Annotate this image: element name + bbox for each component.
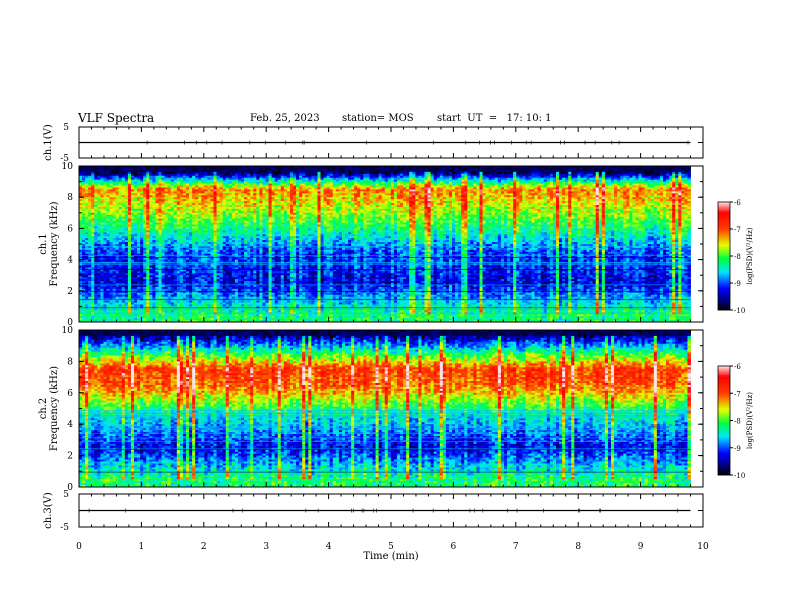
colorbar-label: log(PSD)(V²/Hz) bbox=[746, 392, 754, 449]
ytick-label: 6 bbox=[67, 389, 73, 399]
colorbar-tick-label: -8 bbox=[734, 253, 741, 261]
colorbar-label: log(PSD)(V²/Hz) bbox=[746, 227, 754, 284]
spectrogram-ch2 bbox=[79, 330, 691, 487]
xtick-label: 9 bbox=[638, 542, 644, 552]
ytick-label: 10 bbox=[62, 162, 74, 172]
colorbar-tick-label: -9 bbox=[734, 280, 741, 288]
ytick-label: -5 bbox=[60, 523, 69, 533]
colorbar-tick-label: -6 bbox=[734, 199, 741, 207]
colorbar-tick-label: -8 bbox=[734, 418, 741, 426]
colorbar-tick-label: -10 bbox=[734, 307, 745, 315]
ytick-label: 4 bbox=[67, 256, 73, 266]
xtick-label: 0 bbox=[76, 542, 82, 552]
ytick-label: 5 bbox=[63, 490, 69, 500]
colorbar-1 bbox=[718, 202, 730, 310]
ylabel: ch.3(V) bbox=[43, 492, 54, 529]
ylabel: Frequency (kHz) bbox=[49, 201, 60, 286]
colorbar-tick-label: -6 bbox=[734, 363, 741, 371]
xtick-label: 7 bbox=[513, 542, 519, 552]
ytick-label: 8 bbox=[67, 357, 73, 367]
ylabel: Frequency (kHz) bbox=[49, 366, 60, 451]
colorbar-2 bbox=[718, 366, 730, 475]
xtick-label: 8 bbox=[575, 542, 581, 552]
ytick-label: 5 bbox=[63, 123, 69, 133]
xtick-label: 2 bbox=[201, 542, 207, 552]
ytick-label: 6 bbox=[67, 224, 73, 234]
colorbar-tick-label: -7 bbox=[734, 226, 741, 234]
xtick-label: 4 bbox=[326, 542, 332, 552]
colorbar-tick-label: -7 bbox=[734, 390, 741, 398]
ylabel: ch.1 bbox=[38, 233, 49, 255]
spectrogram-ch1 bbox=[79, 166, 691, 322]
ytick-label: 8 bbox=[67, 193, 73, 203]
ytick-label: 2 bbox=[67, 287, 73, 297]
xtick-label: 1 bbox=[139, 542, 145, 552]
ytick-label: 4 bbox=[67, 420, 73, 430]
xaxis-label: Time (min) bbox=[363, 551, 418, 562]
colorbar-tick-label: -10 bbox=[734, 472, 745, 480]
xtick-label: 6 bbox=[451, 542, 457, 552]
xtick-label: 10 bbox=[697, 542, 709, 552]
colorbar-tick-label: -9 bbox=[734, 445, 741, 453]
ytick-label: 2 bbox=[67, 452, 73, 462]
ylabel: ch.1(V) bbox=[43, 124, 54, 161]
ylabel: ch.2 bbox=[38, 398, 49, 420]
xtick-label: 3 bbox=[263, 542, 269, 552]
ytick-label: 10 bbox=[62, 326, 74, 336]
